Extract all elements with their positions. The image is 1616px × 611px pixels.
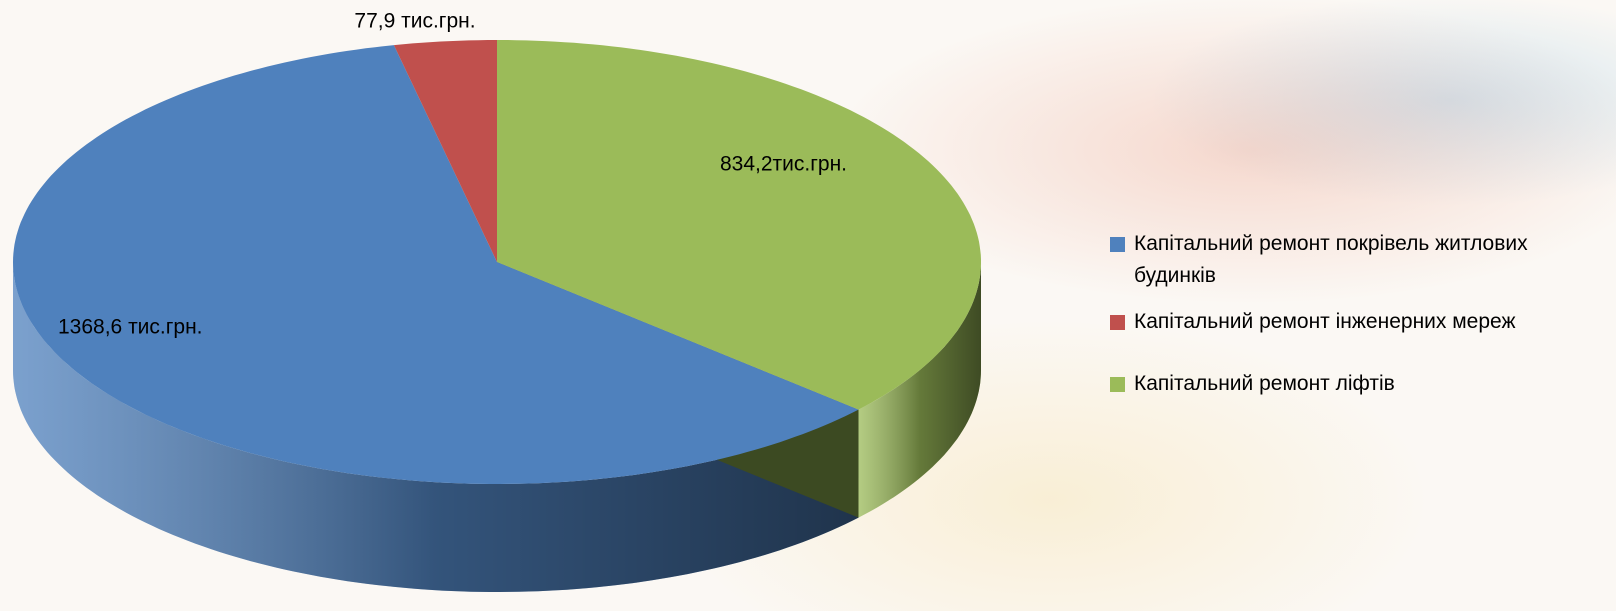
pie-sides — [13, 262, 981, 592]
slice — [393, 40, 497, 262]
legend: Капітальний ремонт покрівель житлових бу… — [1110, 228, 1610, 414]
legend-label: Капітальний ремонт ліфтів — [1134, 372, 1395, 395]
legend-label: Капітальний ремонт інженерних мереж — [1134, 310, 1516, 333]
slice — [497, 40, 981, 410]
data-label: 1368,6 тис.грн. — [58, 316, 203, 339]
data-label: 834,2тис.грн. — [720, 153, 847, 176]
legend-swatch — [1110, 377, 1125, 392]
legend-item: Капітальний ремонт інженерних мереж — [1110, 306, 1610, 338]
legend-item: Капітальний ремонт ліфтів — [1110, 368, 1610, 400]
data-label: 77,9 тис.грн. — [354, 10, 475, 33]
slice-side-shade — [13, 262, 859, 592]
slice-side-shade — [858, 262, 981, 518]
legend-label: Капітальний ремонт покрівель житлових бу… — [1134, 232, 1528, 287]
legend-item: Капітальний ремонт покрівель житлових бу… — [1110, 228, 1610, 292]
slice — [13, 45, 859, 484]
legend-swatch — [1110, 237, 1125, 252]
chart: 1368,6 тис.грн. 77,9 тис.грн. 834,2тис.грн… — [13, 10, 981, 592]
legend-swatch — [1110, 315, 1125, 330]
